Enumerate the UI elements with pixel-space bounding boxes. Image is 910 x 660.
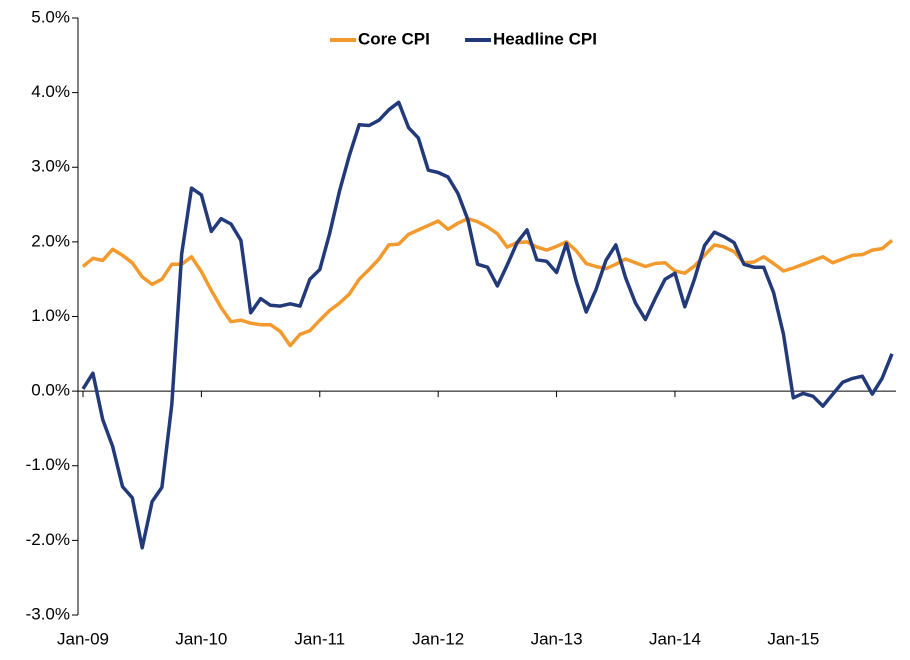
x-tick-label: Jan-14 xyxy=(649,629,701,648)
legend-label: Headline CPI xyxy=(493,29,597,48)
line-series xyxy=(81,216,894,348)
y-tick-label: 0.0% xyxy=(31,381,70,400)
y-tick-label: 3.0% xyxy=(31,157,70,176)
x-tick-label: Jan-12 xyxy=(412,629,464,648)
line-series xyxy=(81,100,894,550)
legend: Core CPI Headline CPI xyxy=(330,29,597,48)
y-tick-label: 2.0% xyxy=(31,231,70,250)
y-tick-label: 4.0% xyxy=(31,82,70,101)
y-tick-label: 5.0% xyxy=(31,7,70,26)
y-tick-label: -2.0% xyxy=(26,530,70,549)
x-tick-label: Jan-09 xyxy=(57,629,109,648)
x-tick-label: Jan-13 xyxy=(531,629,583,648)
y-tick-label: -1.0% xyxy=(26,455,70,474)
x-tick-label: Jan-10 xyxy=(175,629,227,648)
x-tick-label: Jan-15 xyxy=(767,629,819,648)
y-tick-label: 1.0% xyxy=(31,306,70,325)
x-tick-label: Jan-11 xyxy=(294,629,345,648)
legend-label: Core CPI xyxy=(358,29,430,48)
y-tick-label: -3.0% xyxy=(26,604,70,623)
